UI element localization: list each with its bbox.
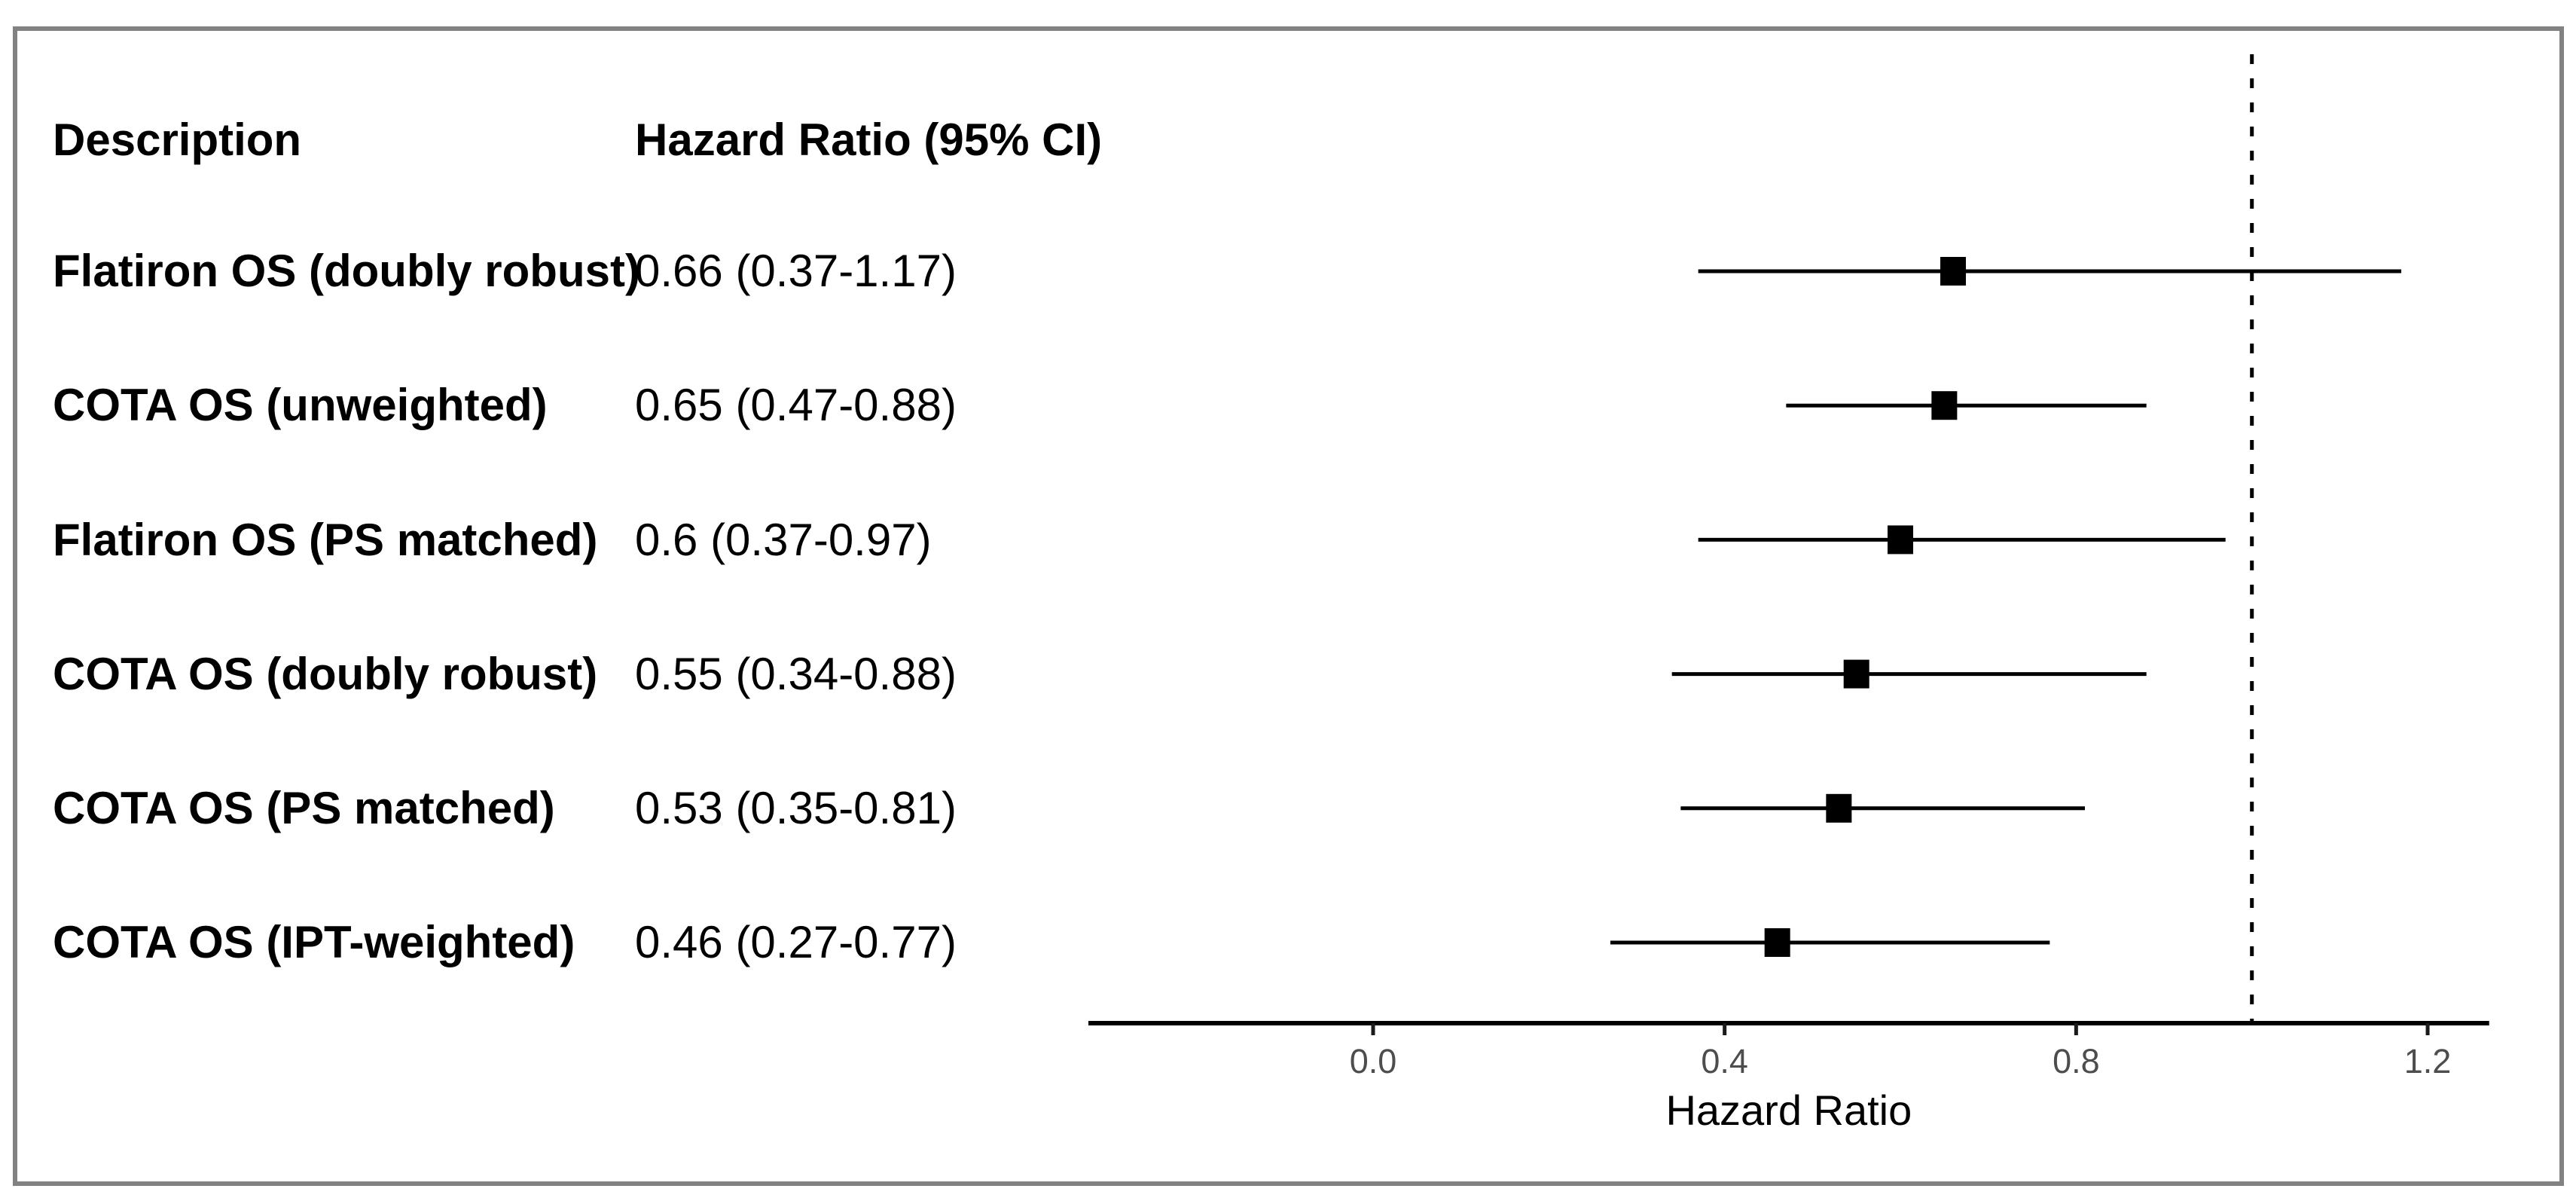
x-tick-label: 0.4 xyxy=(1701,1042,1748,1080)
hr-marker xyxy=(1843,659,1869,689)
row-value: 0.53 (0.35-0.81) xyxy=(635,783,957,833)
description-column-header: Description xyxy=(53,115,302,165)
row-label: COTA OS (PS matched) xyxy=(53,783,555,833)
table-row: COTA OS (unweighted) 0.65 (0.47-0.88) xyxy=(0,375,2576,435)
table-row: Flatiron OS (PS matched) 0.6 (0.37-0.97) xyxy=(0,510,2576,570)
table-row: COTA OS (doubly robust) 0.55 (0.34-0.88) xyxy=(0,644,2576,704)
hr-marker xyxy=(1940,257,1967,286)
hr-marker xyxy=(1826,793,1852,823)
hr-marker xyxy=(1888,525,1914,555)
x-tick-label: 1.2 xyxy=(2404,1042,2452,1080)
table-header-row: Description Hazard Ratio (95% CI) xyxy=(0,110,2576,170)
row-value: 0.46 (0.27-0.77) xyxy=(635,917,957,967)
table-row: COTA OS (PS matched) 0.53 (0.35-0.81) xyxy=(0,778,2576,839)
row-label: COTA OS (unweighted) xyxy=(53,380,548,430)
hazard-ratio-column-header: Hazard Ratio (95% CI) xyxy=(635,115,1103,165)
table-row: Flatiron OS (doubly robust) 0.66 (0.37-1… xyxy=(0,241,2576,301)
hr-marker xyxy=(1931,391,1958,420)
row-value: 0.6 (0.37-0.97) xyxy=(635,515,932,565)
hr-marker xyxy=(1764,928,1790,957)
row-label: COTA OS (IPT-weighted) xyxy=(53,917,575,967)
row-label: Flatiron OS (PS matched) xyxy=(53,515,598,565)
x-tick-label: 0.0 xyxy=(1350,1042,1397,1080)
row-value: 0.55 (0.34-0.88) xyxy=(635,649,957,699)
figure-border xyxy=(13,26,2564,1186)
row-label: COTA OS (doubly robust) xyxy=(53,649,598,699)
row-value: 0.66 (0.37-1.17) xyxy=(635,246,957,296)
row-label: Flatiron OS (doubly robust) xyxy=(53,246,640,296)
x-tick-label: 0.8 xyxy=(2053,1042,2100,1080)
x-axis-title: Hazard Ratio xyxy=(1665,1086,1912,1134)
table-row: COTA OS (IPT-weighted) 0.46 (0.27-0.77) xyxy=(0,912,2576,973)
row-value: 0.65 (0.47-0.88) xyxy=(635,380,957,430)
